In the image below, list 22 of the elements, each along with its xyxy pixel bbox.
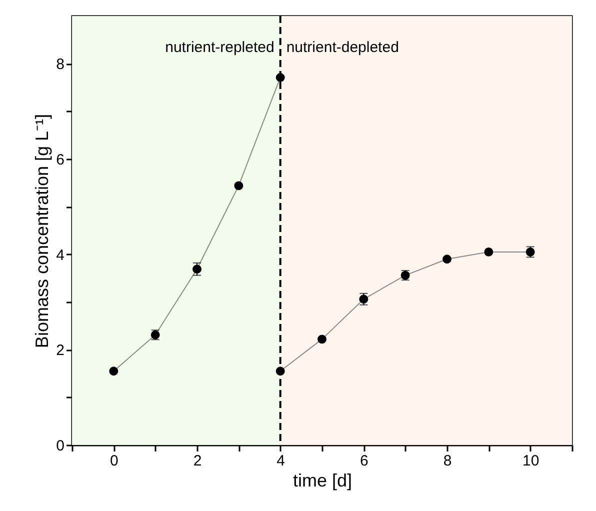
band-label: nutrient-repleted <box>165 39 274 56</box>
y-tick-label: 2 <box>56 342 64 360</box>
y-tick-label: 8 <box>56 56 64 74</box>
x-tick-label: 4 <box>276 452 286 470</box>
point <box>276 73 285 82</box>
y-tick-label: 6 <box>56 152 64 168</box>
point <box>318 334 326 344</box>
point <box>276 366 285 376</box>
band-label: nutrient-depleted <box>286 39 399 56</box>
y-axis-title: Biomass concentration [g L⁻¹] <box>32 114 52 348</box>
x-axis-title: time [d] <box>292 470 352 490</box>
point <box>109 366 118 376</box>
point <box>484 247 494 256</box>
x-tick-label: 10 <box>522 452 540 470</box>
point <box>234 181 244 190</box>
x-tick-label: 6 <box>360 452 368 470</box>
x-tick-label: 2 <box>193 452 202 470</box>
x-tick-label: 0 <box>110 452 118 470</box>
x-tick-label: 8 <box>443 452 452 470</box>
y-tick-label: 4 <box>56 246 64 264</box>
point <box>442 254 452 264</box>
y-tick-label: 0 <box>56 438 64 454</box>
